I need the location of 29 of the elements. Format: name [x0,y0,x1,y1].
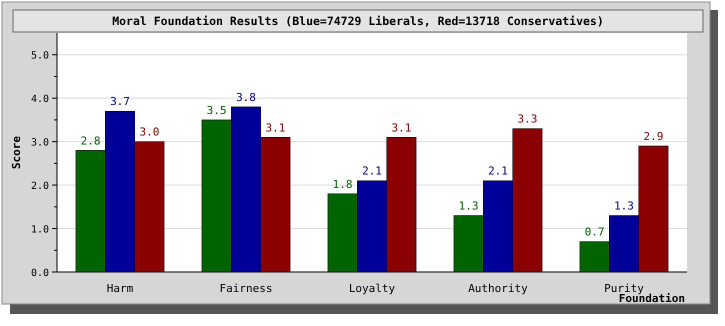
data-label: 2.9 [643,130,664,143]
data-label: 2.8 [80,134,101,148]
data-label: 1.3 [458,200,479,213]
data-label: 3.1 [391,121,412,134]
y-tick-label: 4.0 [30,94,49,106]
data-label: 3.0 [139,126,160,139]
data-label: 2.1 [488,164,508,178]
data-label: 3.1 [265,121,286,134]
data-label: 1.8 [332,178,353,191]
x-tick-label: Purity [604,282,644,295]
x-axis-title: Foundation [618,292,685,305]
y-tick-label: 2.0 [30,181,49,192]
chart-title: Moral Foundation Results (Blue=74729 Liberals, Red=13718 Conservatives) [112,14,604,28]
data-label: 3.3 [517,112,538,126]
y-axis-title: Score [10,136,23,170]
y-tick-label: 1.0 [30,224,49,236]
y-tick-label: 3.0 [30,138,49,149]
x-tick-label: Loyalty [348,282,396,295]
y-tick-label: 5.0 [30,50,49,62]
x-tick-label: Authority [468,282,528,295]
data-label: 1.3 [614,200,634,213]
data-label: 3.8 [236,90,256,104]
data-label: 2.1 [362,164,382,178]
data-label: 3.7 [110,95,130,108]
data-label: 3.5 [206,104,227,117]
x-tick-label: Fairness [220,282,272,295]
data-label: 0.7 [584,226,605,239]
y-tick-label: 0.0 [30,268,49,279]
x-tick-label: Harm [106,282,134,295]
